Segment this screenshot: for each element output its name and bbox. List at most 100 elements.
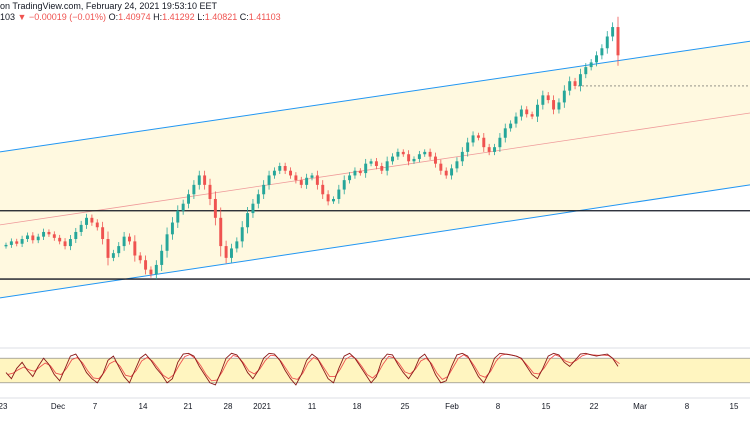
candle-body bbox=[476, 135, 480, 138]
price-prefix: 103 bbox=[0, 12, 16, 22]
candle-body bbox=[605, 36, 609, 49]
candle-body bbox=[47, 231, 51, 235]
x-tick-label: Feb bbox=[445, 402, 459, 411]
candle-body bbox=[127, 236, 131, 242]
candle-body bbox=[36, 236, 40, 241]
candle-body bbox=[278, 166, 282, 171]
candle-body bbox=[15, 241, 19, 244]
candle-body bbox=[407, 154, 411, 162]
candle-body bbox=[530, 114, 534, 117]
candle-body bbox=[160, 250, 164, 265]
candle-body bbox=[79, 224, 83, 232]
candle-body bbox=[154, 264, 158, 275]
candle-body bbox=[20, 239, 24, 244]
candle-body bbox=[224, 246, 228, 258]
candle-body bbox=[439, 163, 443, 171]
candle-body bbox=[455, 161, 459, 169]
candle-body bbox=[493, 147, 497, 152]
candle-body bbox=[401, 151, 405, 155]
candle-body bbox=[192, 184, 196, 195]
candle-body bbox=[471, 135, 475, 143]
close-label: C: bbox=[239, 12, 249, 22]
candle-body bbox=[272, 170, 276, 176]
candle-body bbox=[487, 147, 491, 152]
candle-body bbox=[203, 175, 207, 185]
candle-body bbox=[423, 151, 427, 155]
candle-body bbox=[144, 260, 148, 270]
x-tick-label: 2021 bbox=[253, 402, 271, 411]
channel-mid-line bbox=[0, 112, 750, 226]
candle-body bbox=[450, 168, 454, 176]
candle-body bbox=[326, 194, 330, 202]
candle-body bbox=[557, 102, 561, 110]
candle-body bbox=[9, 241, 13, 245]
candle-body bbox=[187, 194, 191, 204]
source-line: on TradingView.com, February 24, 2021 19… bbox=[0, 1, 217, 11]
candle-body bbox=[541, 95, 545, 105]
channel-upper-line[interactable] bbox=[0, 40, 750, 153]
candle-body bbox=[315, 175, 319, 185]
candle-body bbox=[283, 166, 287, 171]
candle-body bbox=[562, 90, 566, 103]
candle-body bbox=[246, 213, 250, 228]
candle-body bbox=[294, 175, 298, 181]
candle-body bbox=[460, 151, 464, 162]
change-value: −0.00019 (−0.01%) bbox=[28, 12, 107, 22]
candle-body bbox=[42, 231, 46, 237]
channel-fill bbox=[0, 41, 750, 298]
candle-body bbox=[52, 234, 56, 238]
ohlc-line: 103 ▼ −0.00019 (−0.01%) O:1.40974 H:1.41… bbox=[0, 12, 281, 22]
candle-body bbox=[595, 55, 599, 63]
candle-body bbox=[181, 203, 185, 211]
candle-body bbox=[85, 217, 89, 225]
candle-body bbox=[149, 269, 153, 275]
candle-body bbox=[133, 241, 137, 256]
candle-body bbox=[514, 116, 518, 124]
candle-body bbox=[573, 81, 577, 86]
candle-body bbox=[63, 241, 67, 247]
candle-body bbox=[68, 239, 72, 247]
candle-body bbox=[503, 128, 507, 138]
candle-body bbox=[74, 231, 78, 240]
candle-body bbox=[380, 166, 384, 171]
candle-body bbox=[578, 74, 582, 86]
candle-body bbox=[466, 142, 470, 152]
close-value: 1.41103 bbox=[248, 12, 281, 22]
candle-body bbox=[358, 170, 362, 174]
low-label: L: bbox=[197, 12, 205, 22]
candle-body bbox=[58, 237, 62, 242]
candle-body bbox=[117, 246, 121, 254]
open-value: 1.40974 bbox=[118, 12, 151, 22]
candle-body bbox=[525, 109, 529, 115]
x-tick-label: Dec bbox=[51, 402, 65, 411]
candle-body bbox=[219, 217, 223, 247]
candle-body bbox=[170, 222, 174, 235]
candle-body bbox=[417, 154, 421, 159]
candle-body bbox=[391, 156, 395, 162]
x-tick-label: 21 bbox=[184, 402, 193, 411]
candle-body bbox=[433, 156, 437, 164]
candle-body bbox=[331, 198, 335, 202]
candle-body bbox=[482, 137, 486, 148]
candle-body bbox=[498, 137, 502, 148]
candle-body bbox=[138, 255, 142, 261]
x-tick-label: 8 bbox=[685, 402, 690, 411]
candle-body bbox=[353, 170, 357, 176]
x-tick-label: Mar bbox=[633, 402, 647, 411]
high-value: 1.41292 bbox=[162, 12, 195, 22]
x-tick-label: 25 bbox=[401, 402, 410, 411]
candle-body bbox=[321, 184, 325, 195]
candle-body bbox=[25, 235, 29, 240]
candle-body bbox=[535, 104, 539, 117]
low-value: 1.40821 bbox=[204, 12, 238, 22]
candle-body bbox=[369, 161, 373, 164]
candle-body bbox=[289, 170, 293, 176]
high-label: H: bbox=[153, 12, 163, 22]
candle-body bbox=[342, 180, 346, 190]
candle-body bbox=[4, 244, 8, 247]
x-tick-label: 18 bbox=[353, 402, 362, 411]
x-tick-label: 14 bbox=[139, 402, 148, 411]
candle-body bbox=[262, 184, 266, 195]
